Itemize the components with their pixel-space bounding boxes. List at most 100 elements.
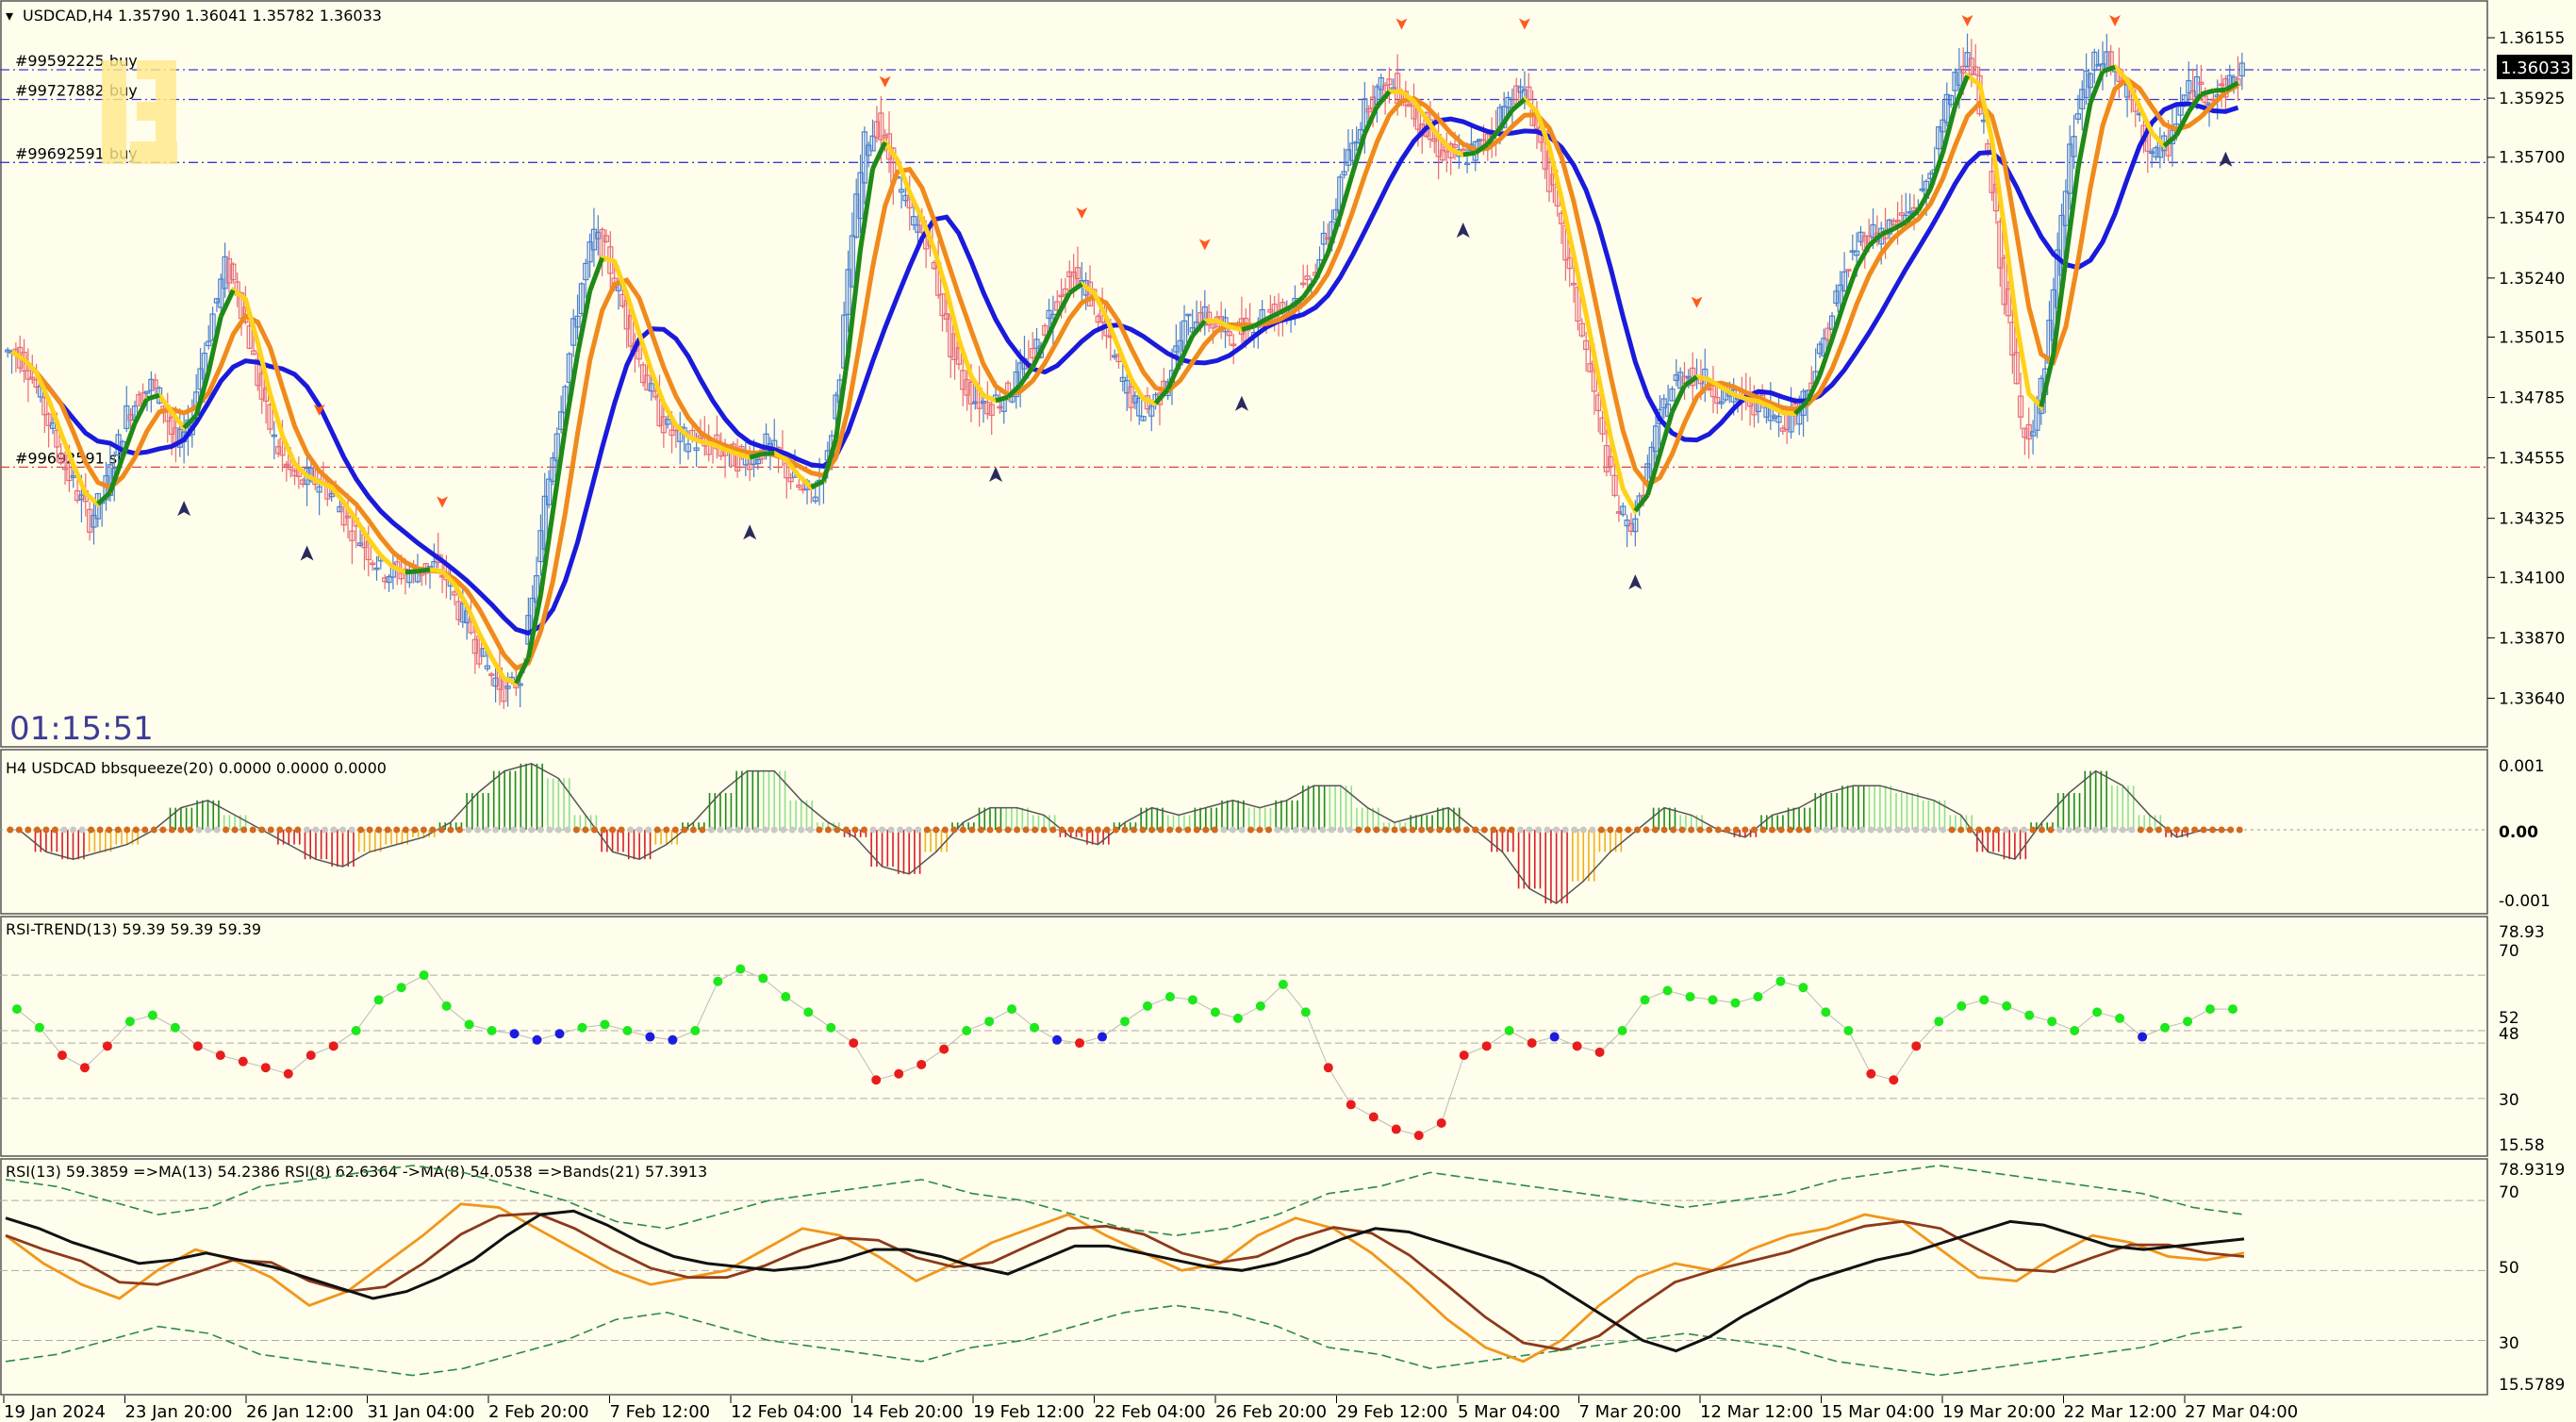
bbsqueeze-dot — [357, 826, 365, 834]
bbsqueeze-dot — [2092, 826, 2100, 834]
ma-fast-green-segment — [762, 451, 775, 456]
bbsqueeze-dot — [1579, 826, 1587, 834]
bbsqueeze-dot — [1121, 826, 1129, 834]
ma-fast-green-segment — [2102, 64, 2116, 74]
candle-body — [2095, 63, 2102, 67]
rsi-trend-dot — [803, 1007, 814, 1017]
ma-fast-green-segment — [1190, 319, 1207, 338]
bbsqueeze-dot — [2047, 826, 2055, 834]
bbsqueeze-dot — [1517, 826, 1525, 834]
yellow-logo-mark — [102, 60, 177, 164]
ma-fast-green-segment — [1485, 126, 1502, 146]
bbsqueeze-dot — [671, 826, 679, 834]
bbsqueeze-dot — [1292, 826, 1299, 834]
bbsqueeze-dot — [897, 826, 904, 834]
bbsqueeze-dot — [393, 826, 401, 834]
rsi-trend-dots — [0, 964, 2487, 1141]
ma-fast-green-segment — [1892, 220, 1907, 232]
bbsqueeze-dot — [2155, 826, 2162, 834]
candle-body — [1825, 327, 1831, 341]
bbsqueeze-dot — [618, 826, 625, 834]
bbsqueeze-dot — [1436, 826, 1444, 834]
candle-body — [878, 112, 884, 141]
dropdown-triangle-icon[interactable]: ▾ — [6, 7, 13, 25]
ma-fast-green-segment — [846, 248, 864, 355]
rsi-trend-dot — [916, 1059, 927, 1069]
candle-body — [1854, 250, 1860, 256]
bbsqueeze-dot — [2164, 826, 2171, 834]
rsi-trend-dot — [1120, 1017, 1130, 1027]
candle-body — [1066, 271, 1073, 278]
candle-body — [504, 686, 511, 689]
candle-body — [2087, 73, 2094, 89]
rsi-trend-dot — [2205, 1004, 2216, 1015]
bbsqueeze-dot — [689, 826, 697, 834]
rsi-trend-dot — [1594, 1047, 1605, 1057]
ma-slow-blue — [10, 101, 2239, 637]
bbsqueeze-dot — [474, 826, 482, 834]
svg-text:0.00: 0.00 — [2499, 823, 2538, 842]
buy-arrow-icon — [1234, 395, 1248, 411]
candle-body — [697, 435, 704, 439]
bbsqueeze-dot — [150, 826, 157, 834]
svg-text:50: 50 — [2499, 1259, 2519, 1278]
candle-body — [939, 293, 946, 317]
rsi-trend-dot — [1866, 1068, 1876, 1079]
bbsqueeze-dot — [159, 826, 167, 834]
bbsqueeze-dot — [959, 826, 966, 834]
bbsqueeze-dot — [1131, 826, 1138, 834]
candle-body — [853, 193, 860, 239]
bbsqueeze-dot — [915, 826, 922, 834]
svg-text:0.001: 0.001 — [2499, 757, 2545, 776]
rsi-trend-dot — [622, 1025, 633, 1035]
ma-fast-green-segment — [1375, 90, 1392, 108]
bbsqueeze-dot — [554, 826, 562, 834]
bbsqueeze-dot — [321, 826, 328, 834]
candle-body — [2001, 256, 2007, 306]
candle-body — [275, 446, 282, 455]
sell-arrow-icon — [1076, 207, 1088, 219]
bbsqueeze-dot — [1615, 826, 1623, 834]
bbsqueeze-dot — [1480, 826, 1488, 834]
svg-text:15.58: 15.58 — [2499, 1136, 2545, 1155]
ma-fast-green-segment — [563, 354, 581, 429]
symbol-header: USDCAD,H4 1.35790 1.36041 1.35782 1.3603… — [23, 7, 382, 25]
ma-fast-green-segment — [1940, 106, 1957, 154]
candle-body — [951, 333, 958, 360]
bbsqueeze-dot — [1678, 826, 1686, 834]
rsi-band-upper — [5, 1165, 2245, 1237]
candle-body — [1304, 275, 1311, 281]
candle-body — [1131, 395, 1138, 404]
ma-fast-green-segment — [2063, 168, 2081, 261]
ma-fast-green-segment — [1178, 335, 1196, 364]
bbsqueeze-dot — [2209, 826, 2217, 834]
bbsqueeze-dot — [1831, 826, 1839, 834]
ma-fast-green-segment — [870, 141, 887, 170]
bbsqueeze-dot — [1274, 826, 1281, 834]
ma-fast-green-segment — [1362, 105, 1379, 135]
bbsqueeze-dot — [537, 826, 544, 834]
bbsqueeze-dot — [1858, 826, 1866, 834]
candle-body — [480, 647, 487, 657]
candle-body — [2074, 113, 2082, 120]
bbsqueeze-dot — [707, 826, 715, 834]
bbsqueeze-dot — [2227, 826, 2235, 834]
candle-body — [1148, 405, 1155, 417]
ma-fast-green-segment — [525, 594, 543, 659]
rsi-trend-dot — [1979, 995, 1990, 1005]
ma-fast-green-segment — [1277, 305, 1293, 316]
price-tick-label: 1.35240 — [2499, 270, 2565, 289]
ma-fast-green-segment — [1867, 232, 1883, 248]
rsi-trend-axis: 78.93 70 52 48 30 15.58 — [2499, 923, 2545, 1155]
rsi-trend-dot — [441, 1000, 452, 1011]
bbsqueeze-dot — [1823, 826, 1830, 834]
bbsqueeze-dot — [1166, 826, 1174, 834]
candle-body — [2218, 83, 2225, 87]
candle-body — [861, 131, 868, 184]
rsi-trend-dot — [849, 1038, 859, 1049]
candle-body — [578, 283, 585, 315]
ma-fast-green-segment — [2174, 110, 2191, 137]
candle-body — [964, 379, 970, 396]
bbsqueeze-dot — [1526, 826, 1533, 834]
